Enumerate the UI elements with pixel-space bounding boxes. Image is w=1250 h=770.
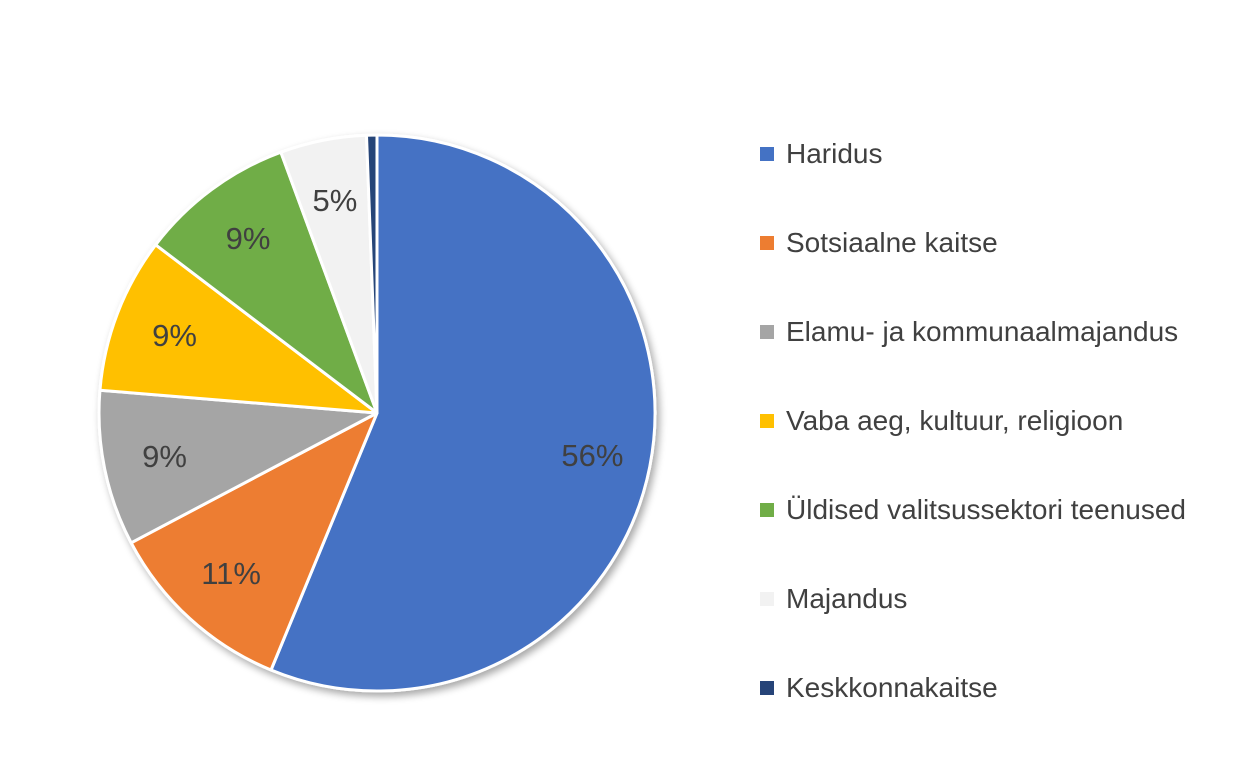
legend-swatch (760, 325, 774, 339)
legend-item-1: Sotsiaalne kaitse (760, 221, 1240, 310)
legend-label: Keskkonnakaitse (786, 672, 998, 703)
legend-item-3: Vaba aeg, kultuur, religioon (760, 399, 1240, 488)
legend-label: Üldised valitsussektori teenused (786, 494, 1186, 525)
legend-swatch (760, 592, 774, 606)
pie-chart-plot: 56% 11% 9% 9% 9% 5% (97, 133, 657, 693)
legend-item-4: Üldised valitsussektori teenused (760, 488, 1240, 577)
legend-swatch (760, 147, 774, 161)
legend-item-6: Keskkonnakaitse (760, 666, 1240, 755)
legend-label: Elamu- ja kommunaalmajandus (786, 316, 1179, 347)
data-label-1: 11% (201, 556, 261, 591)
legend-swatch (760, 681, 774, 695)
data-label-2: 9% (142, 439, 187, 474)
data-label-3: 9% (152, 318, 197, 353)
legend-label: Vaba aeg, kultuur, religioon (786, 405, 1124, 436)
data-label-5: 5% (312, 183, 357, 218)
pie-slice-1 (129, 411, 379, 672)
legend-label: Majandus (786, 583, 908, 614)
pie-slice-3 (98, 243, 379, 415)
pie-slice-4 (154, 150, 379, 415)
chart-legend: Haridus Sotsiaalne kaitse Elamu- ja kommun… (760, 132, 1240, 755)
legend-item-2: Elamu- ja kommunaalmajandus (760, 310, 1240, 399)
legend-swatch (760, 414, 774, 428)
pie-slice-2 (97, 388, 379, 545)
legend-label: Sotsiaalne kaitse (786, 227, 998, 258)
legend-swatch (760, 503, 774, 517)
legend-label: Haridus (786, 138, 883, 169)
pie-slice-6 (364, 133, 379, 415)
legend-item-0: Haridus (760, 132, 1240, 221)
data-label-4: 9% (226, 221, 271, 256)
legend-swatch (760, 236, 774, 250)
legend-item-5: Majandus (760, 577, 1240, 666)
data-label-0: 56% (561, 438, 623, 473)
pie-slice-0 (269, 133, 657, 693)
